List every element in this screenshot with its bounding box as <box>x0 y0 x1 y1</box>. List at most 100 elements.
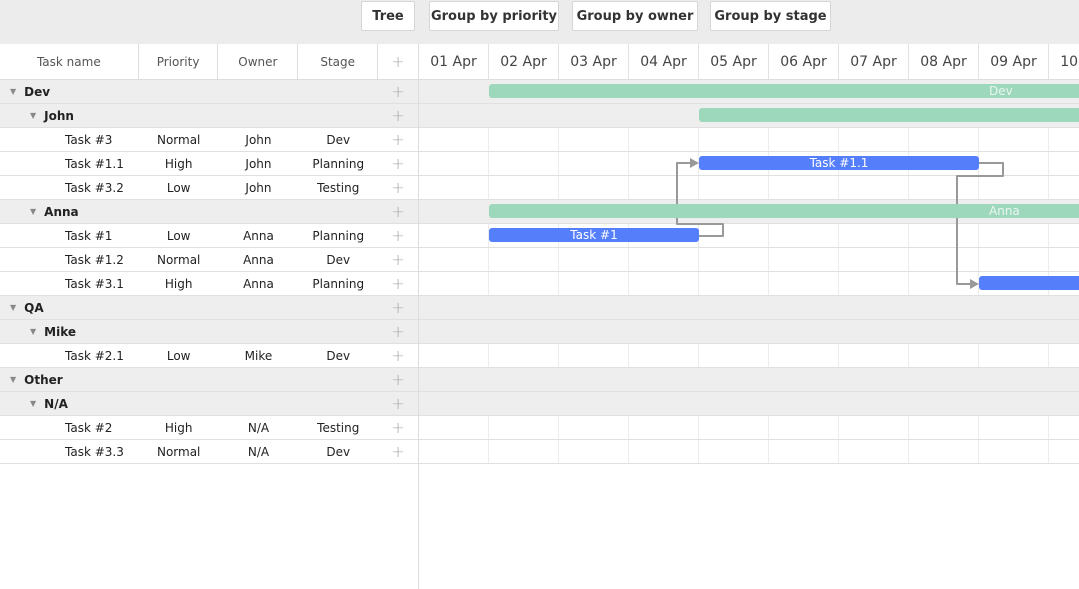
group-name: QA <box>24 300 44 315</box>
stage-cell: Dev <box>326 444 351 459</box>
group-name: John <box>44 108 74 123</box>
dependency-link <box>956 162 1004 285</box>
group-row[interactable]: ▼ N/A + <box>0 392 418 416</box>
add-subtask-plus-icon[interactable]: + <box>391 346 405 365</box>
timeline-row <box>419 320 1079 344</box>
collapse-caret-icon[interactable]: ▼ <box>10 375 17 384</box>
collapse-caret-icon[interactable]: ▼ <box>30 399 37 408</box>
timeline-day-header: 04 Apr <box>629 44 699 79</box>
dependency-link <box>676 162 724 237</box>
group-row[interactable]: ▼ Dev + <box>0 80 418 104</box>
group-by-owner-button[interactable]: Group by owner <box>572 1 698 31</box>
add-subtask-plus-icon[interactable]: + <box>391 178 405 197</box>
task-row[interactable]: Task #2.1 Low Mike Dev + <box>0 344 418 368</box>
stage-cell: Testing <box>317 420 360 435</box>
stage-cell: Testing <box>317 180 360 195</box>
group-name: Anna <box>44 204 79 219</box>
grid-header: Task name Priority Owner Stage + <box>0 44 418 80</box>
task-name-cell: Task #1.1 <box>65 156 124 171</box>
timeline-day-header: 08 Apr <box>909 44 979 79</box>
group-row[interactable]: ▼ John + <box>0 104 418 128</box>
timeline-row <box>419 128 1079 152</box>
collapse-caret-icon[interactable]: ▼ <box>10 303 17 312</box>
owner-cell: N/A <box>247 420 270 435</box>
group-name: N/A <box>44 396 68 411</box>
timeline-row <box>419 248 1079 272</box>
task-row[interactable]: Task #1.1 High John Planning + <box>0 152 418 176</box>
stage-cell: Planning <box>312 228 365 243</box>
task-row[interactable]: Task #3.2 Low John Testing + <box>0 176 418 200</box>
group-row[interactable]: ▼ QA + <box>0 296 418 320</box>
priority-cell: Low <box>166 180 191 195</box>
group-row[interactable]: ▼ Anna + <box>0 200 418 224</box>
timeline-day-header: 09 Apr <box>979 44 1049 79</box>
priority-cell: Normal <box>156 132 201 147</box>
gantt-timeline: 01 Apr 02 Apr 03 Apr 04 Apr 05 Apr 06 Apr 07 A… <box>419 44 1079 589</box>
collapse-caret-icon[interactable]: ▼ <box>30 327 37 336</box>
task-row[interactable]: Task #1 Low Anna Planning + <box>0 224 418 248</box>
collapse-caret-icon[interactable]: ▼ <box>10 87 17 96</box>
owner-cell: Anna <box>243 252 274 267</box>
column-header-priority[interactable]: Priority <box>139 44 219 79</box>
column-header-task-name[interactable]: Task name <box>0 44 139 79</box>
timeline-row <box>419 392 1079 416</box>
task-name-cell: Task #2.1 <box>65 348 124 363</box>
add-task-header-plus-icon[interactable]: + <box>391 52 405 71</box>
collapse-caret-icon[interactable]: ▼ <box>30 111 37 120</box>
project-bar[interactable]: Anna <box>489 204 1079 218</box>
arrow-head-icon <box>970 279 979 289</box>
owner-cell: Anna <box>243 228 274 243</box>
group-name: Dev <box>24 84 51 99</box>
task-row[interactable]: Task #3.1 High Anna Planning + <box>0 272 418 296</box>
group-by-stage-button[interactable]: Group by stage <box>710 1 831 31</box>
add-subtask-plus-icon[interactable]: + <box>391 82 405 101</box>
group-row[interactable]: ▼ Mike + <box>0 320 418 344</box>
project-bar[interactable] <box>699 108 1079 122</box>
task-row[interactable]: Task #3.3 Normal N/A Dev + <box>0 440 418 464</box>
column-header-owner[interactable]: Owner <box>218 44 299 79</box>
add-subtask-plus-icon[interactable]: + <box>391 418 405 437</box>
add-subtask-plus-icon[interactable]: + <box>391 298 405 317</box>
stage-cell: Planning <box>312 156 365 171</box>
stage-cell: Dev <box>326 348 351 363</box>
group-row[interactable]: ▼ Other + <box>0 368 418 392</box>
timeline-row <box>419 416 1079 440</box>
project-bar[interactable]: Dev <box>489 84 1079 98</box>
owner-cell: N/A <box>247 444 270 459</box>
add-subtask-plus-icon[interactable]: + <box>391 322 405 341</box>
task-bar[interactable]: Task #1.1 <box>699 156 979 170</box>
add-subtask-plus-icon[interactable]: + <box>391 274 405 293</box>
owner-cell: John <box>245 156 272 171</box>
group-name: Other <box>24 372 63 387</box>
timeline-day-header: 07 Apr <box>839 44 909 79</box>
group-by-priority-button[interactable]: Group by priority <box>429 1 559 31</box>
timeline-row <box>419 368 1079 392</box>
add-subtask-plus-icon[interactable]: + <box>391 442 405 461</box>
owner-cell: Mike <box>244 348 273 363</box>
task-name-cell: Task #1.2 <box>65 252 124 267</box>
task-bar[interactable]: Task #1 <box>489 228 699 242</box>
timeline-row <box>419 176 1079 200</box>
add-subtask-plus-icon[interactable]: + <box>391 394 405 413</box>
collapse-caret-icon[interactable]: ▼ <box>30 207 37 216</box>
add-subtask-plus-icon[interactable]: + <box>391 202 405 221</box>
tree-button[interactable]: Tree <box>361 1 415 31</box>
owner-cell: Anna <box>243 276 274 291</box>
add-subtask-plus-icon[interactable]: + <box>391 130 405 149</box>
task-name-cell: Task #3 <box>65 132 113 147</box>
add-subtask-plus-icon[interactable]: + <box>391 226 405 245</box>
stage-cell: Dev <box>326 132 351 147</box>
add-subtask-plus-icon[interactable]: + <box>391 370 405 389</box>
add-subtask-plus-icon[interactable]: + <box>391 106 405 125</box>
column-header-stage[interactable]: Stage <box>298 44 379 79</box>
add-subtask-plus-icon[interactable]: + <box>391 154 405 173</box>
task-row[interactable]: Task #1.2 Normal Anna Dev + <box>0 248 418 272</box>
task-row[interactable]: Task #3 Normal John Dev + <box>0 128 418 152</box>
timeline-row <box>419 440 1079 464</box>
task-grid: Task name Priority Owner Stage + ▼ Dev + ▼ J… <box>0 44 419 589</box>
task-bar[interactable]: Task #3.1 <box>979 276 1079 290</box>
task-row[interactable]: Task #2 High N/A Testing + <box>0 416 418 440</box>
add-subtask-plus-icon[interactable]: + <box>391 250 405 269</box>
task-name-cell: Task #3.1 <box>65 276 124 291</box>
priority-cell: Normal <box>156 252 201 267</box>
